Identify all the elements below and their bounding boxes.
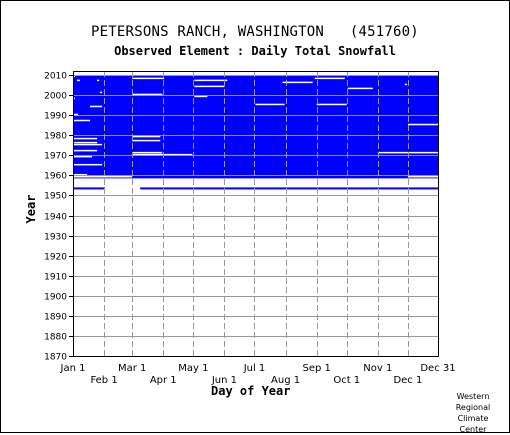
x-tick-label: May 1 (178, 363, 208, 374)
missing-gap (73, 137, 98, 140)
credit-line: Center (459, 425, 487, 434)
missing-gap (90, 105, 103, 108)
chart-title: PETERSONS RANCH, WASHINGTON (451760) (91, 24, 419, 40)
missing-gap (347, 87, 373, 90)
x-tick-label: Aug 1 (271, 375, 300, 386)
y-tick-label: 1940 (44, 213, 67, 223)
y-tick-label: 1870 (44, 353, 67, 363)
x-tick-label: Dec 31 (420, 363, 455, 374)
observed-block (140, 187, 438, 190)
missing-gap (407, 175, 438, 178)
y-tick-label: 1950 (44, 192, 67, 202)
y-tick-label: 2010 (44, 72, 67, 82)
credit-text: Western Regional Climate Center (449, 391, 497, 435)
credit-line: Climate (457, 414, 489, 423)
missing-gap (73, 155, 93, 158)
y-tick-label: 1960 (44, 172, 67, 182)
x-tick-label: Jul 1 (243, 363, 266, 374)
missing-gap (194, 95, 208, 98)
credit-line: Western (456, 392, 490, 401)
y-tick-label: 1990 (44, 112, 67, 122)
y-tick-label: 1880 (44, 333, 67, 343)
missing-gap (73, 163, 103, 166)
missing-gap (100, 91, 103, 94)
missing-gap (77, 79, 81, 82)
missing-gap (97, 79, 100, 82)
x-tick-label: Jun 1 (211, 375, 237, 386)
x-tick-label: Apr 1 (150, 375, 177, 386)
missing-gap (194, 85, 225, 88)
missing-gap (255, 103, 285, 106)
x-axis-label: Day of Year (211, 384, 291, 398)
missing-gap (73, 173, 88, 176)
credit-line: Regional (455, 403, 491, 412)
missing-gap (132, 77, 165, 80)
missing-gap (132, 153, 193, 156)
missing-gap (132, 151, 163, 154)
missing-gap (282, 81, 313, 84)
axes: 1870 1880 1890 1900 1910 1920 1930 1940 1950 1960… (44, 71, 456, 386)
missing-gap (73, 119, 91, 122)
x-tick-label: Jan 1 (60, 363, 86, 374)
missing-gap (314, 77, 345, 80)
x-tick-label: Oct 1 (333, 375, 360, 386)
x-tick-label: Nov 1 (363, 363, 392, 374)
x-tick-label: Sep 1 (302, 363, 330, 374)
missing-gap (377, 151, 438, 154)
missing-gap (73, 175, 133, 178)
observed-block (73, 187, 106, 190)
y-tick-label: 1980 (44, 132, 67, 142)
missing-gap (73, 113, 79, 116)
y-tick-label: 2000 (44, 92, 67, 102)
observed-block (73, 75, 438, 179)
x-tick-label: Mar 1 (118, 363, 146, 374)
y-tick-label: 1970 (44, 152, 67, 162)
missing-gap (132, 139, 161, 142)
y-tick-label: 1920 (44, 253, 67, 263)
y-tick-label: 1890 (44, 313, 67, 323)
missing-gap (73, 75, 76, 78)
chart-subtitle: Observed Element : Daily Total Snowfall (114, 44, 396, 58)
missing-gap (73, 149, 98, 152)
missing-gap (316, 103, 347, 106)
plot-border (73, 71, 439, 357)
missing-gap (407, 123, 438, 126)
missing-gap (404, 83, 407, 86)
missing-gap (132, 135, 161, 138)
y-tick-label: 1930 (44, 233, 67, 243)
x-tick-label: Feb 1 (90, 375, 117, 386)
y-tick-label: 1910 (44, 273, 67, 283)
observed-data (73, 75, 438, 190)
x-tick-label: Dec 1 (393, 375, 422, 386)
missing-gap (194, 79, 228, 82)
missing-gap (73, 141, 98, 144)
missing-gap (73, 143, 103, 146)
y-tick-label: 1900 (44, 293, 67, 303)
missing-gap (132, 93, 163, 96)
